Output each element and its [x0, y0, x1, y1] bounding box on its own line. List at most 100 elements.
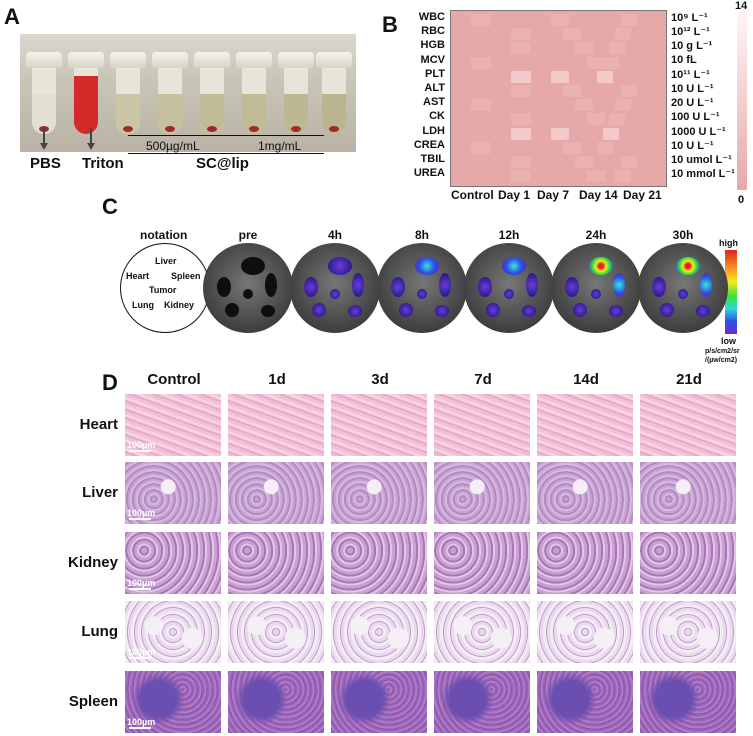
conc-bracket-line: [128, 135, 324, 136]
notation-heart: Heart: [126, 271, 150, 281]
histology-image-heart: [640, 394, 736, 456]
heatmap-cell: [563, 85, 581, 97]
heatmap-unit-label: 10 umol L⁻¹: [671, 154, 732, 166]
heatmap-cell: [609, 42, 625, 55]
tubes-photo: [20, 34, 356, 152]
heatmap-row-ast: [451, 99, 666, 112]
scale-bar-label: 100µm: [127, 578, 156, 588]
histology-image-kidney: [537, 532, 633, 594]
heatmap-row-label: TBIL: [420, 153, 445, 165]
histology-image-heart: [331, 394, 427, 456]
heatmap-x-label: Day 7: [537, 188, 570, 202]
heatmap-cell: [551, 127, 569, 140]
heatmap-cell: [511, 113, 531, 126]
notation-circle: [120, 243, 210, 333]
heatmap-unit-label: 100 U L⁻¹: [671, 111, 720, 124]
heatmap-unit-label: 10¹² L⁻¹: [671, 26, 710, 39]
heatmap-row-label: CREA: [413, 138, 445, 151]
heatmap-row-label: UREA: [413, 167, 445, 180]
notation-liver: Liver: [155, 256, 177, 266]
organ-signal: [330, 289, 340, 299]
pbs-arrow: [43, 128, 45, 144]
organ-signal: [676, 257, 700, 275]
organ-signal: [502, 257, 526, 275]
imaging-circle-8h: [377, 243, 467, 333]
organ-signal: [417, 289, 427, 299]
heatmap-row-wbc: [451, 14, 666, 26]
organ-signal: [435, 305, 449, 317]
organ-signal: [504, 289, 514, 299]
heatmap-row-label: ALT: [424, 82, 445, 94]
heatmap-cell: [511, 70, 531, 83]
colorbar-max: 14: [735, 0, 748, 12]
organ-signal: [591, 289, 601, 299]
histology-image-liver: [434, 462, 530, 524]
tube-sclip-2: [152, 52, 188, 142]
tube-sclip-4: [236, 52, 272, 142]
heatmap-unit-label: 10¹¹ L⁻¹: [671, 68, 710, 81]
histology-image-liver: [331, 462, 427, 524]
histology-image-spleen: [331, 671, 427, 733]
histology-image-liver: 100µm: [125, 462, 221, 524]
heatmap-cell: [597, 70, 613, 83]
histology-column-label: Control: [147, 371, 201, 388]
organ-signal: [652, 277, 666, 297]
scale-bar: [129, 450, 151, 452]
heatmap-row-label: WBC: [418, 11, 445, 23]
organ-signal: [415, 257, 439, 275]
heatmap-cell: [471, 56, 491, 69]
panel-letter-c: C: [102, 194, 118, 219]
scale-bar: [129, 727, 151, 729]
imaging-circle-pre: [203, 243, 293, 333]
group-bracket-line: [128, 153, 324, 154]
organ-signal: [399, 303, 413, 317]
histology-image-liver: [537, 462, 633, 524]
scale-bar-label: 100µm: [127, 440, 156, 450]
organ-signal: [522, 305, 536, 317]
organ-signal: [348, 305, 362, 317]
histology-image-spleen: 100µm: [125, 671, 221, 733]
heatmap-cell: [615, 99, 631, 112]
tube-sclip-3: [194, 52, 230, 142]
organ-signal: [352, 273, 364, 297]
heatmap-row-hgb: [451, 42, 666, 55]
heatmap-row-plt: [451, 70, 666, 83]
scale-bar-label: 100µm: [127, 647, 156, 657]
heatmap-cell: [597, 141, 613, 154]
heatmap-x-label: Day 14: [579, 188, 618, 202]
notation-kidney: Kidney: [164, 300, 195, 310]
heatmap-row-label: LDH: [422, 124, 445, 137]
scale-bar: [129, 657, 151, 659]
tube-sclip-5: [278, 52, 314, 142]
notation-lung: Lung: [132, 300, 154, 310]
organ-signal: [486, 303, 500, 317]
organ-signal: [589, 257, 613, 275]
heatmap-row-label: HGB: [420, 39, 445, 52]
label-group-sclip: SC@lip: [196, 155, 249, 172]
heatmap-cell: [511, 42, 531, 55]
scale-bar-label: 100µm: [127, 508, 156, 518]
histology-image-kidney: [228, 532, 324, 594]
imaging-circle-24h: [551, 243, 641, 333]
heatmap-cell: [551, 70, 569, 83]
histology-image-lung: [537, 601, 633, 663]
heatmap-cell: [621, 14, 637, 26]
histology-column-label: 14d: [573, 371, 599, 388]
histology-image-kidney: [331, 532, 427, 594]
heatmap-row-alt: [451, 85, 666, 97]
histology-image-heart: [434, 394, 530, 456]
histology-image-heart: [537, 394, 633, 456]
histology-image-kidney: 100µm: [125, 532, 221, 594]
organ-signal: [478, 277, 492, 297]
organ-signal: [243, 289, 253, 299]
heatmap-cell: [587, 113, 605, 126]
heatmap-colorbar: [737, 10, 747, 190]
heatmap-cell: [621, 85, 637, 97]
organ-signal: [609, 305, 623, 317]
histology-row-label: Spleen: [68, 693, 118, 710]
notation-title: notation: [140, 228, 188, 242]
heatmap-cell: [609, 113, 625, 126]
histology-column-label: 7d: [474, 371, 492, 388]
histology-image-lung: 100µm: [125, 601, 221, 663]
organ-signal: [613, 273, 625, 297]
